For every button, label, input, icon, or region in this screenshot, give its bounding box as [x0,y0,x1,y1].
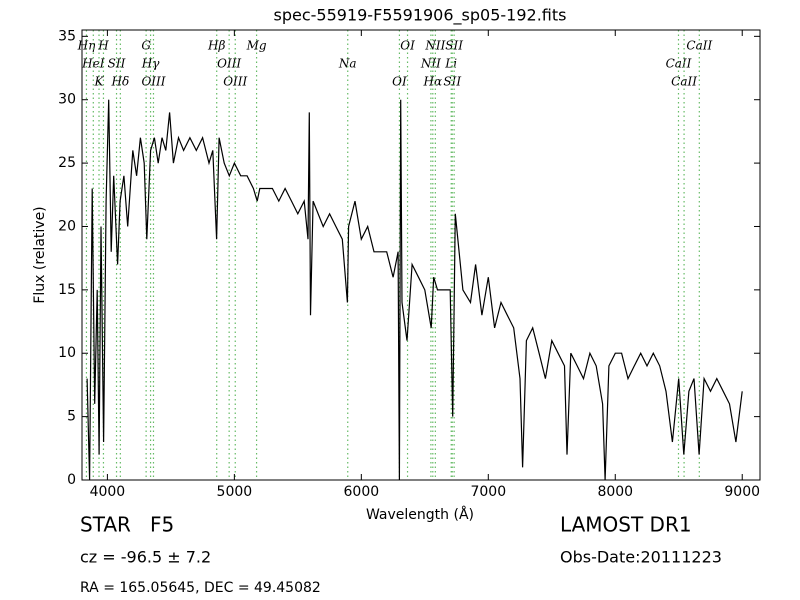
object-class: STAR F5 [80,513,174,537]
y-tick-label: 0 [67,472,76,488]
plot-frame [81,29,761,481]
line-label: NII [420,57,441,71]
line-label: OIII [141,75,165,89]
survey: LAMOST DR1 [560,513,692,537]
line-label: H [97,39,109,53]
x-tick-label: 4000 [90,484,126,500]
obs-date: Obs-Date:20111223 [560,548,722,567]
y-axis-label: Flux (relative) [32,206,48,303]
y-tick-label: 35 [58,28,76,44]
y-tick-label: 5 [67,409,76,425]
line-label: OIII [223,75,247,89]
x-axis-label: Wavelength (Å) [366,506,474,523]
line-label: OI [400,39,415,53]
x-tick-label: 5000 [217,484,253,500]
line-label: CaII [666,57,692,71]
line-label: Li [444,57,457,71]
line-label: SII [445,39,463,53]
line-label: Na [338,57,357,71]
chart-title: spec-55919-F5591906_sp05-192.fits [274,6,567,26]
line-label: SII [443,75,461,89]
y-tick-label: 10 [58,345,76,361]
x-tick-label: 6000 [344,484,380,500]
line-label: HeI [81,57,105,71]
y-tick-label: 30 [58,92,76,108]
coordinates: RA = 165.05645, DEC = 49.45082 [80,580,321,596]
line-label: CaII [671,75,697,89]
line-label: Hγ [141,57,160,71]
x-tick-label: 9000 [724,484,760,500]
spectrum-line [86,99,743,480]
line-label: Hβ [207,39,225,53]
line-label: Hδ [110,75,129,89]
line-label: OIII [217,57,241,71]
line-label: CaII [686,39,712,53]
redshift: cz = -96.5 ± 7.2 [80,548,211,567]
line-label: OI [392,75,407,89]
line-label: NII [424,39,445,53]
line-label: G [141,39,151,53]
y-tick-label: 25 [58,155,76,171]
line-label: Mg [246,39,267,53]
line-label: SII [108,57,126,71]
line-label: Hη [77,39,96,53]
y-tick-label: 15 [58,282,76,298]
line-label: K [94,75,105,89]
line-label: Hα [423,75,443,89]
x-tick-label: 8000 [597,484,633,500]
y-tick-label: 20 [58,218,76,234]
x-tick-label: 7000 [470,484,506,500]
